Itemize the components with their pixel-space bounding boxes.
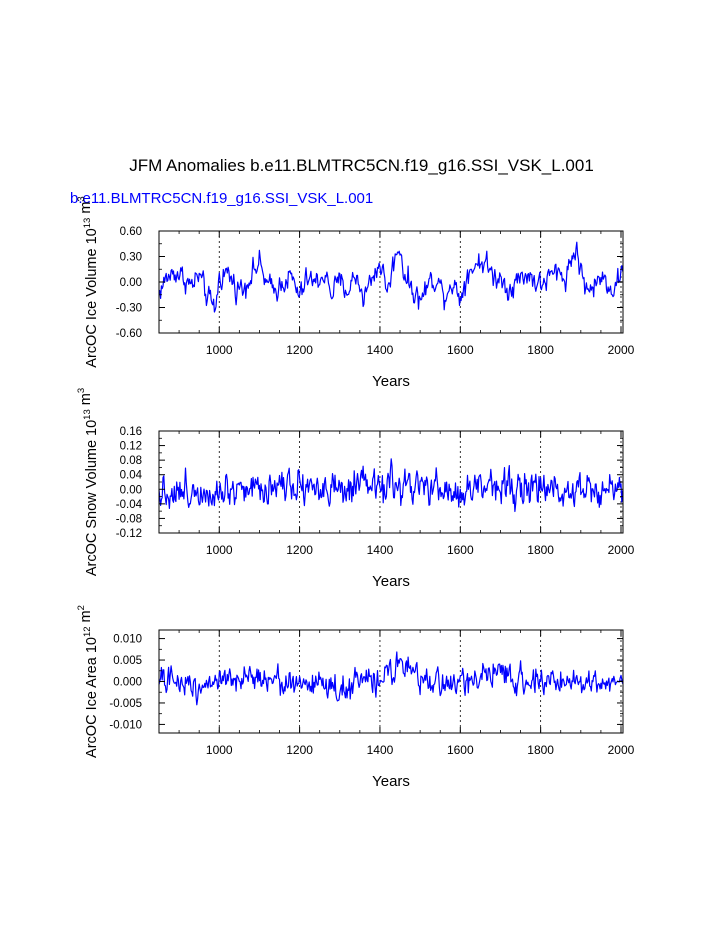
x-tick-label: 1200	[286, 543, 313, 557]
y-tick-label: 0.010	[113, 634, 142, 646]
y-axis-label: ArcOC Ice Area 1012 m2	[76, 605, 100, 758]
y-tick-label: 0.30	[120, 252, 142, 264]
plot-frame-panel-2	[158, 430, 624, 534]
x-tick-label: 1600	[447, 343, 474, 357]
x-tick-label: 1000	[206, 343, 233, 357]
x-axis-label: Years	[372, 373, 410, 390]
y-tick-label: 0.00	[120, 484, 142, 496]
x-tick-label: 1800	[527, 743, 554, 757]
case-label: b.e11.BLMTRC5CN.f19_g16.SSI_VSK_L.001	[70, 190, 374, 207]
y-tick-label: -0.08	[116, 513, 142, 525]
chart-title: JFM Anomalies b.e11.BLMTRC5CN.f19_g16.SS…	[129, 156, 594, 175]
y-tick-label: 0.16	[120, 426, 142, 438]
y-tick-label: -0.60	[116, 328, 142, 340]
series-line-panel-2	[158, 458, 624, 513]
y-tick-label: 0.00	[120, 277, 142, 289]
y-tick-label: 0.12	[120, 441, 142, 453]
series-line-panel-1	[158, 241, 624, 313]
x-tick-label: 1000	[206, 543, 233, 557]
x-tick-label: 2000	[608, 543, 635, 557]
x-tick-label: 1600	[447, 543, 474, 557]
x-tick-label: 1600	[447, 743, 474, 757]
y-tick-label: 0.04	[120, 470, 143, 482]
y-tick-label: -0.005	[109, 698, 142, 710]
x-tick-label: 1400	[367, 743, 394, 757]
y-axis-label: ArcOC Snow Volume 1013 m3	[76, 388, 100, 576]
x-axis-label: Years	[372, 573, 410, 590]
y-tick-label: 0.005	[113, 655, 142, 667]
x-tick-label: 1000	[206, 743, 233, 757]
x-tick-label: 2000	[608, 343, 635, 357]
plot-frame-panel-3	[158, 629, 624, 734]
y-tick-label: -0.30	[116, 303, 142, 315]
y-tick-label: -0.12	[116, 528, 142, 540]
y-tick-label: -0.010	[109, 719, 142, 731]
x-tick-label: 1800	[527, 343, 554, 357]
x-tick-label: 1200	[286, 743, 313, 757]
x-axis-label: Years	[372, 773, 410, 790]
y-tick-label: 0.60	[120, 226, 142, 238]
y-tick-label: -0.04	[116, 499, 143, 511]
y-axis-label: ArcOC Ice Volume 1013 m3	[76, 196, 100, 367]
x-tick-label: 1400	[367, 543, 394, 557]
x-tick-label: 1200	[286, 343, 313, 357]
x-tick-label: 1400	[367, 343, 394, 357]
series-line-panel-3	[158, 651, 624, 706]
y-tick-label: 0.000	[113, 677, 142, 689]
x-tick-label: 1800	[527, 543, 554, 557]
x-tick-label: 2000	[608, 743, 635, 757]
y-tick-label: 0.08	[120, 455, 142, 467]
